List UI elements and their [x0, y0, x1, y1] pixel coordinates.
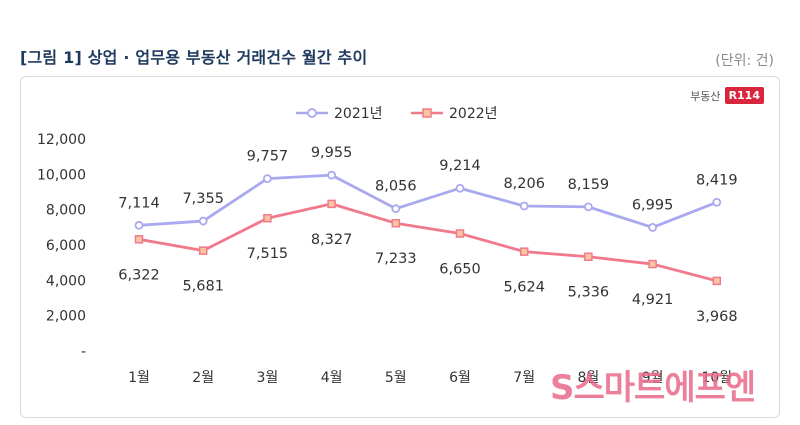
logo-text: 부동산 — [690, 89, 721, 103]
legend-label: 2022년 — [449, 106, 498, 122]
data-point — [712, 276, 722, 286]
data-label: 7,355 — [182, 191, 224, 207]
x-tick-label: 10월 — [701, 370, 732, 386]
x-tick-label: 4월 — [321, 370, 343, 386]
data-point — [391, 204, 401, 214]
data-point — [519, 201, 529, 211]
data-point — [198, 216, 208, 226]
data-label: 6,650 — [439, 262, 481, 278]
unit-label: (단위: 건) — [715, 53, 774, 69]
x-tick-label: 3월 — [257, 370, 279, 386]
series-line-2022 — [138, 202, 718, 283]
data-point — [327, 199, 336, 209]
data-label: 5,336 — [568, 285, 610, 301]
watermark-logo: S스마트에프엔 — [550, 368, 756, 408]
y-tick-label: 2,000 — [46, 309, 86, 325]
data-label: 8,419 — [696, 172, 738, 188]
data-label: 7,233 — [375, 251, 417, 267]
data-label: 7,515 — [247, 246, 289, 262]
data-point — [262, 174, 272, 184]
x-tick-label: 9월 — [642, 370, 664, 386]
data-point — [455, 229, 465, 238]
data-label: 6,322 — [118, 267, 160, 283]
x-tick-label: 8월 — [578, 370, 600, 386]
data-point — [455, 183, 465, 193]
y-tick-label: 12,000 — [37, 132, 86, 148]
data-point — [134, 235, 144, 244]
data-point — [648, 259, 657, 269]
data-point — [263, 213, 272, 223]
data-point — [134, 220, 144, 230]
chart-title: [그림 1] 상업 · 업무용 부동산 거래건수 월간 추이 — [20, 48, 368, 67]
data-point — [584, 252, 593, 261]
y-tick-label: - — [81, 344, 86, 360]
data-point — [584, 202, 593, 212]
data-point — [648, 223, 657, 232]
data-point — [327, 170, 337, 180]
y-tick-label: 10,000 — [37, 167, 86, 183]
legend-label: 2021년 — [334, 106, 383, 122]
y-tick-label: 6,000 — [46, 238, 86, 254]
x-tick-label: 5월 — [385, 370, 407, 386]
legend-marker — [307, 108, 317, 118]
data-label: 4,921 — [632, 292, 674, 308]
chart-frame — [20, 76, 780, 418]
y-tick-label: 8,000 — [46, 203, 86, 219]
data-label: 5,624 — [503, 280, 545, 296]
data-label: 7,114 — [118, 195, 160, 211]
r114-logo: 부동산 R114 — [690, 87, 764, 104]
series-line-2021 — [138, 173, 718, 229]
data-label: 3,968 — [696, 309, 738, 325]
data-label: 8,159 — [568, 177, 610, 193]
x-tick-label: 2월 — [192, 370, 214, 386]
data-point — [198, 246, 208, 255]
data-label: 8,327 — [311, 232, 353, 248]
data-label: 9,955 — [311, 145, 353, 161]
data-label: 8,206 — [503, 176, 545, 192]
y-tick-label: 4,000 — [46, 273, 86, 289]
data-label: 6,995 — [632, 197, 674, 213]
data-point — [391, 218, 401, 228]
x-tick-label: 1월 — [128, 370, 150, 386]
data-point — [519, 247, 529, 256]
data-label: 9,757 — [247, 149, 289, 165]
data-label: 9,214 — [439, 158, 481, 174]
x-tick-label: 7월 — [513, 370, 535, 386]
logo-badge: R114 — [724, 87, 764, 104]
legend-marker — [422, 108, 432, 118]
data-point — [712, 197, 722, 207]
x-tick-label: 6월 — [449, 370, 471, 386]
data-label: 5,681 — [182, 279, 224, 295]
data-label: 8,056 — [375, 179, 417, 195]
